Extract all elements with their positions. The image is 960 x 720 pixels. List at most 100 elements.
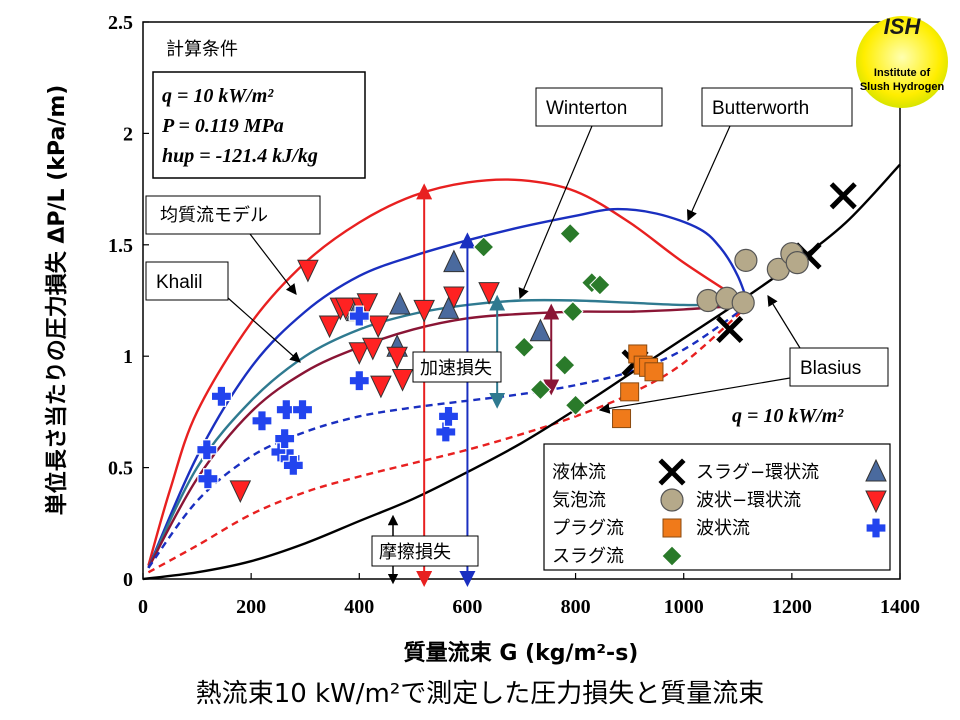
point-diamond	[559, 222, 581, 245]
accel-loss-box	[412, 351, 502, 383]
point-triangle-down	[318, 315, 341, 339]
point-plus	[291, 399, 314, 421]
point-triangle-down	[348, 342, 371, 365]
legend-marker-square	[662, 518, 682, 538]
legend-marker-circle	[660, 488, 684, 512]
x-tick-label: 600	[452, 596, 482, 618]
callout-butterworth: Butterworth	[686, 87, 853, 222]
point-triangle-down	[386, 346, 408, 370]
point-diamond	[554, 354, 576, 376]
point-plus	[196, 439, 218, 461]
point-plus	[210, 385, 233, 407]
label-khalil: Khalil	[156, 272, 202, 293]
data-points	[196, 182, 857, 504]
point-triangle-up	[443, 249, 465, 273]
point-triangle-down	[297, 259, 319, 283]
legend-marker-diamond	[661, 545, 683, 567]
conditions-box	[152, 71, 366, 179]
legend-label: スラグ流	[552, 546, 624, 567]
point-square	[644, 362, 664, 382]
curve-均質流モデル	[147, 178, 750, 566]
legend-marker-x	[658, 458, 686, 486]
ish-logo: ISH Institute of Slush Hydrogen	[856, 14, 948, 108]
point-triangle-up	[389, 291, 411, 315]
label-homogeneous: 均質流モデル	[160, 205, 268, 226]
point-triangle-down	[478, 282, 500, 305]
point-triangle-down	[367, 315, 390, 339]
point-plus	[282, 454, 304, 476]
point-plus	[435, 421, 457, 443]
point-plus	[437, 405, 460, 427]
y-tick-label: 2	[123, 123, 133, 145]
legend-label: スラグ−環状流	[696, 462, 819, 483]
point-plus	[197, 468, 219, 490]
point-square	[620, 382, 640, 402]
label-butterworth: Butterworth	[712, 98, 809, 119]
friction-loss-box	[371, 535, 479, 567]
x-tick-label: 200	[236, 596, 266, 618]
label-blasius: Blasius	[800, 358, 861, 379]
x-tick-label: 0	[138, 596, 148, 618]
y-tick-label: 1.5	[108, 235, 133, 257]
point-diamond	[472, 236, 495, 258]
point-triangle-down	[413, 299, 435, 323]
label-winterton: Winterton	[546, 98, 627, 119]
point-plus	[275, 399, 297, 421]
point-x	[716, 315, 744, 343]
legend-label: 波状流	[696, 518, 750, 539]
condition-p: P = 0.119 MPa	[161, 115, 284, 137]
point-triangle-down	[334, 297, 357, 321]
y-tick-label: 0	[123, 569, 133, 591]
condition-h: hup = -121.4 kJ/kg	[162, 145, 318, 167]
y-tick-label: 0.5	[108, 458, 133, 480]
caption: 熱流束10 kW/m²で測定した圧力損失と質量流束	[196, 679, 765, 709]
legend-marker-triangle-down	[865, 490, 887, 514]
curve-dashed-5	[147, 304, 750, 574]
legend-marker-triangle-up	[865, 458, 887, 482]
curve-butterworth	[147, 207, 750, 569]
callout-blasius: Blasius	[767, 294, 889, 387]
condition-q: q = 10 kW/m²	[162, 85, 274, 107]
point-triangle-down	[362, 337, 384, 361]
x-tick-label: 800	[561, 596, 591, 618]
legend-label: 液体流	[552, 462, 606, 483]
callout-khalil: Khalil	[145, 261, 301, 363]
point-triangle-up	[529, 318, 552, 342]
logo-title: ISH	[884, 14, 922, 39]
x-tick-label: 1000	[664, 596, 704, 618]
point-plus	[348, 370, 370, 392]
x-axis-label: 質量流束 G (kg/m²-s)	[404, 640, 639, 666]
y-tick-label: 1	[123, 346, 133, 368]
accel-loss-label: 加速損失	[420, 358, 492, 379]
point-diamond	[589, 274, 611, 296]
callout-blasius-lower	[598, 377, 791, 414]
point-triangle-down	[356, 293, 379, 316]
point-square	[612, 409, 632, 429]
point-triangle-down	[370, 375, 392, 399]
point-plus	[251, 410, 273, 432]
legend-label: プラグ流	[552, 518, 624, 539]
point-diamond	[529, 378, 552, 401]
legend-box	[543, 443, 891, 571]
point-triangle-down	[443, 286, 465, 310]
point-circle	[731, 291, 755, 315]
x-tick-label: 400	[344, 596, 374, 618]
y-tick-label: 2.5	[108, 12, 133, 34]
legend-label: 波状−環状流	[696, 490, 801, 511]
callout-winterton: Winterton	[518, 87, 663, 300]
loss-indicators	[387, 183, 560, 587]
plot-frame	[142, 21, 901, 580]
q-note: q = 10 kW/m²	[732, 405, 844, 427]
point-circle	[785, 251, 809, 275]
axis-ticks: 0 200 400 600 800 1000 1200 1400 0 0.5 1 1.5 2 2.5	[108, 12, 920, 618]
logo-circle	[856, 16, 948, 108]
legend-label: 気泡流	[552, 490, 606, 511]
friction-loss-label: 摩擦損失	[379, 542, 451, 563]
y-axis-label: 単位長さ当たりの圧力損失 ΔP/L (kPa/m)	[44, 85, 70, 516]
conditions-heading: 計算条件	[166, 39, 238, 60]
point-diamond	[562, 300, 584, 323]
point-plus	[348, 305, 370, 327]
logo-line2: Slush Hydrogen	[860, 81, 945, 93]
